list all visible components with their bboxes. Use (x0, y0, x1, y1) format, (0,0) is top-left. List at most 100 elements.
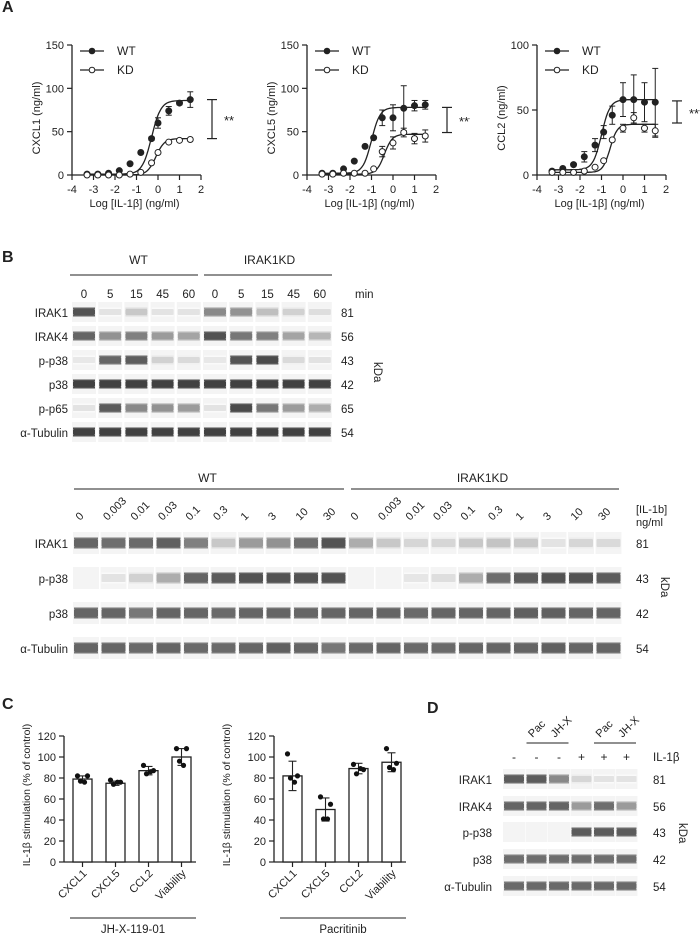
band-halo (308, 403, 331, 405)
x-axis-label: Log [IL-1β] (ng/ml) (554, 198, 644, 210)
y-tick-label: 150 (281, 40, 299, 52)
band (151, 405, 174, 411)
data-point (580, 153, 588, 161)
band-halo (151, 379, 174, 381)
protein-label: p38 (473, 855, 492, 867)
band-halo (129, 642, 153, 644)
band-halo (459, 652, 483, 654)
y-tick-label: 0 (260, 857, 266, 869)
data-point (186, 135, 194, 143)
band-halo (404, 617, 428, 619)
treatment-sign: + (623, 750, 630, 764)
band-halo (73, 339, 95, 341)
data-point (389, 139, 397, 147)
bar (138, 770, 159, 863)
band-halo (129, 537, 153, 539)
band-halo (526, 801, 547, 803)
band-halo (125, 387, 148, 389)
data-point (421, 132, 429, 140)
band-halo (230, 363, 253, 365)
band-halo (230, 435, 253, 437)
band (526, 883, 547, 889)
band-halo (73, 403, 95, 405)
data-point (317, 794, 324, 800)
band-halo (73, 379, 95, 381)
band (596, 644, 621, 652)
band-halo (256, 379, 279, 381)
band-halo (230, 315, 253, 317)
band-halo (125, 315, 148, 317)
band-halo (156, 572, 181, 574)
band-halo (571, 827, 592, 829)
x-tick-label: 2 (433, 184, 439, 196)
y-tick-label: 100 (281, 83, 299, 95)
band (184, 574, 208, 582)
band-halo (266, 572, 291, 574)
band (99, 381, 122, 387)
group-label: IRAK1KD (244, 253, 296, 267)
band-halo (376, 547, 401, 549)
band (569, 574, 593, 582)
band (266, 644, 291, 652)
band-halo (266, 607, 291, 609)
band (184, 539, 208, 547)
data-point (183, 746, 190, 752)
lane-label: 15 (130, 289, 143, 301)
band (459, 574, 483, 582)
band-halo (596, 582, 621, 584)
band-halo (204, 403, 226, 405)
band (266, 574, 291, 582)
band-halo (177, 379, 200, 381)
band-halo (204, 355, 226, 357)
data-point (608, 111, 616, 119)
data-point (84, 773, 91, 779)
data-point (173, 746, 180, 752)
treatment-label: IL-1β (653, 752, 680, 764)
band-halo (177, 411, 200, 413)
band-halo (156, 617, 181, 619)
band-halo (526, 774, 547, 776)
data-point (284, 751, 291, 757)
x-tick-label: -4 (302, 184, 312, 196)
band (184, 644, 208, 652)
significance-stars: *** (459, 114, 470, 129)
x-tick-label: -1 (132, 184, 142, 196)
y-tick-label: 0 (523, 170, 529, 182)
band (156, 609, 181, 617)
data-point (143, 771, 150, 777)
fit-curve (84, 137, 191, 176)
treatment-sign: - (557, 750, 561, 764)
band-halo (571, 889, 592, 891)
kda-value: 42 (341, 380, 354, 392)
band (596, 609, 621, 617)
band-halo (99, 331, 122, 333)
band (156, 539, 181, 547)
data-point (318, 170, 326, 178)
band-halo (256, 339, 279, 341)
band-halo (211, 617, 236, 619)
band-halo (504, 774, 524, 776)
band-halo (73, 427, 95, 429)
band (294, 539, 318, 547)
band-halo (594, 774, 614, 776)
band-halo (596, 617, 621, 619)
band-halo (211, 607, 236, 609)
band-halo (616, 881, 637, 883)
band-halo (594, 881, 614, 883)
band-halo (526, 782, 547, 784)
band-halo (321, 537, 346, 539)
data-point (176, 758, 183, 764)
unit-label: [IL-1b] (636, 504, 667, 516)
band-halo (431, 547, 456, 549)
band (256, 309, 279, 315)
band-halo (204, 435, 226, 437)
band (594, 803, 614, 809)
band (514, 574, 538, 582)
data-point (600, 128, 608, 136)
band-halo (431, 607, 456, 609)
band (256, 357, 279, 363)
band-halo (184, 572, 208, 574)
band (266, 539, 291, 547)
y-tick-label: 40 (44, 815, 56, 827)
band-halo (73, 355, 95, 357)
